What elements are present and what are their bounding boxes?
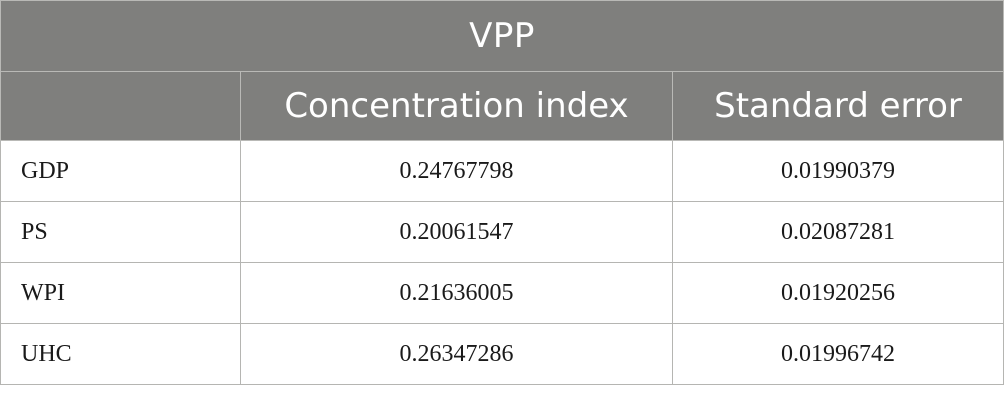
column-header-row: Concentration index Standard error <box>0 71 1005 141</box>
standard-error-cell: 0.01920256 <box>671 262 1005 324</box>
standard-error-cell: 0.02087281 <box>671 201 1005 263</box>
row-label: GDP <box>0 140 241 202</box>
group-header-row: VPP <box>0 0 1005 72</box>
table-row: WPI 0.21636005 0.01920256 <box>0 262 1005 324</box>
column-header-empty <box>0 71 241 141</box>
concentration-index-cell: 0.26347286 <box>240 323 673 385</box>
standard-error-cell: 0.01996742 <box>671 323 1005 385</box>
row-label: UHC <box>0 323 241 385</box>
concentration-index-table: VPP Concentration index Standard error G… <box>0 0 1005 385</box>
row-label: WPI <box>0 262 241 324</box>
concentration-index-cell: 0.20061547 <box>240 201 673 263</box>
table-row: GDP 0.24767798 0.01990379 <box>0 140 1005 202</box>
data-table-container: VPP Concentration index Standard error G… <box>0 0 1005 385</box>
concentration-index-cell: 0.21636005 <box>240 262 673 324</box>
column-header-concentration-index: Concentration index <box>240 71 673 141</box>
table-row: PS 0.20061547 0.02087281 <box>0 201 1005 263</box>
column-header-standard-error: Standard error <box>671 71 1005 141</box>
row-label: PS <box>0 201 241 263</box>
concentration-index-cell: 0.24767798 <box>240 140 673 202</box>
group-header-vpp: VPP <box>0 0 1005 72</box>
standard-error-cell: 0.01990379 <box>671 140 1005 202</box>
table-row: UHC 0.26347286 0.01996742 <box>0 323 1005 385</box>
